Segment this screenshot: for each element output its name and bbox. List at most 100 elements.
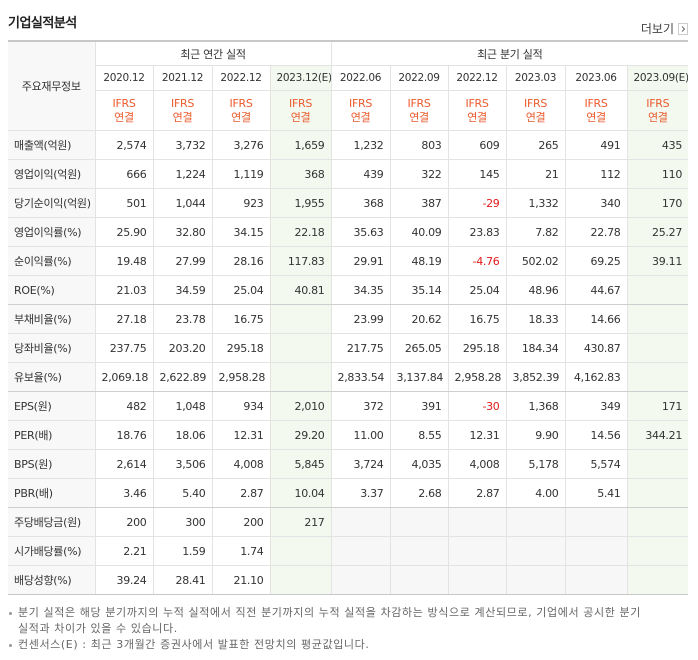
data-row: ROE(%) 21.03 34.59 25.04 40.81 34.35 35.14 25.0… [8, 275, 689, 305]
value-cell: 372 [330, 391, 391, 421]
row-label: 주당배당금(원) [8, 507, 96, 537]
value-cell: 27.99 [152, 246, 213, 276]
period-header: 2023.12(E) [269, 65, 332, 91]
footnote: 분기 실적은 해당 분기까지의 누적 실적에서 직전 분기까지의 누적 실적을 … [8, 605, 648, 637]
standard: IFRS [407, 96, 431, 110]
value-cell: 387 [389, 188, 449, 218]
value-cell: 368 [269, 159, 332, 189]
value-cell: 23.83 [447, 217, 507, 247]
empty-cell [269, 362, 332, 392]
value-cell: 439 [330, 159, 391, 189]
value-cell: 934 [211, 391, 271, 421]
empty-cell [626, 362, 689, 392]
row-label: BPS(원) [8, 449, 96, 479]
basis: 연결 [290, 110, 311, 124]
value-cell: 29.20 [269, 420, 332, 450]
more-text[interactable]: 더보기 [640, 22, 674, 36]
standard: IFRS [229, 96, 253, 110]
value-cell: 5.41 [564, 478, 628, 508]
data-row: BPS(원) 2,614 3,506 4,008 5,845 3,724 4,035 4,00… [8, 449, 689, 479]
value-cell: 25.90 [94, 217, 154, 247]
value-cell: 368 [330, 188, 391, 218]
empty-cell [269, 565, 332, 595]
empty-cell [505, 507, 566, 537]
basis: 연결 [409, 110, 429, 124]
value-cell: 501 [94, 188, 154, 218]
standard: IFRS [171, 96, 194, 110]
period-header: 2020.12 [95, 65, 154, 91]
standard-header: IFRS 연결 [95, 90, 154, 131]
value-cell: 4,008 [211, 449, 271, 479]
more-link[interactable]: 더보기 [641, 20, 688, 37]
row-label: 부채비율(%) [8, 304, 96, 334]
value-cell: 1,955 [269, 188, 332, 218]
data-row: 배당성향(%) 39.24 28.41 21.10 [8, 565, 689, 595]
value-cell: 2,622.89 [152, 362, 213, 392]
value-cell: 28.41 [152, 565, 213, 595]
section-title: 기업실적분석 [8, 16, 77, 31]
row-label: 유보율(%) [8, 362, 96, 392]
basis: 연결 [586, 110, 606, 124]
value-cell: 18.33 [505, 304, 566, 334]
value-cell: 1.74 [211, 536, 271, 566]
value-cell: 40.81 [269, 275, 332, 305]
empty-cell [626, 565, 689, 595]
value-cell: 2,614 [94, 449, 154, 479]
value-cell: 4,035 [389, 449, 449, 479]
value-cell: 39.11 [626, 246, 689, 276]
value-cell: 1,119 [211, 159, 271, 189]
value-cell: 3,506 [152, 449, 213, 479]
value-cell: 7.82 [505, 217, 566, 247]
value-cell: 295.18 [447, 333, 507, 363]
value-cell: 435 [626, 130, 689, 160]
value-cell: 1,332 [505, 188, 566, 218]
basis: 연결 [172, 110, 193, 124]
row-label: 영업이익률(%) [8, 217, 96, 247]
empty-cell [626, 304, 689, 334]
value-cell: 2.68 [389, 478, 449, 508]
value-cell: 184.34 [505, 333, 566, 363]
value-cell: 44.67 [564, 275, 628, 305]
data-row: 주당배당금(원) 200 300 200 217 [8, 507, 689, 537]
empty-cell [505, 536, 566, 566]
value-cell: 1,368 [505, 391, 566, 421]
value-cell: 482 [94, 391, 154, 421]
value-cell: 803 [389, 130, 449, 160]
value-cell: 20.62 [389, 304, 449, 334]
empty-cell [269, 536, 332, 566]
data-row: 당기순이익(억원) 501 1,044 923 1,955 368 387 -29 1,332 3… [8, 188, 689, 218]
row-label: 순이익률(%) [8, 246, 96, 276]
value-cell: 491 [564, 130, 628, 160]
value-cell: 3,852.39 [505, 362, 566, 392]
value-cell: 2,833.54 [330, 362, 391, 392]
value-cell: 171 [626, 391, 689, 421]
value-cell: 9.90 [505, 420, 566, 450]
footnotes: 분기 실적은 해당 분기까지의 누적 실적에서 직전 분기까지의 누적 실적을 … [8, 605, 648, 653]
value-cell: 4,008 [447, 449, 507, 479]
value-cell: 2,069.18 [94, 362, 154, 392]
data-row: PER(배) 18.76 18.06 12.31 29.20 11.00 8.55 12.31… [8, 420, 689, 450]
standard-header: IFRS 연결 [211, 90, 271, 131]
value-cell: 34.59 [152, 275, 213, 305]
data-row: PBR(배) 3.46 5.40 2.87 10.04 3.37 2.68 2.87 4.00 5… [8, 478, 689, 508]
value-cell: 1,232 [330, 130, 391, 160]
value-cell: 23.99 [330, 304, 391, 334]
standard-header: IFRS 연결 [564, 90, 628, 131]
empty-cell [389, 565, 449, 595]
basis: 연결 [231, 110, 251, 124]
value-cell: 14.66 [564, 304, 628, 334]
row-label: 매출액(억원) [8, 130, 96, 160]
standard: IFRS [465, 96, 489, 110]
value-cell: 5,178 [505, 449, 566, 479]
value-cell: 200 [94, 507, 154, 537]
standard: IFRS [584, 96, 608, 110]
empty-cell [330, 507, 391, 537]
header-row: IFRS 연결 IFRS 연결 IFRS 연결 IFRS 연결 IFRS 연결 IFRS 연결 IFRS… [8, 90, 689, 131]
value-cell: 1,224 [152, 159, 213, 189]
data-row: EPS(원) 482 1,048 934 2,010 372 391 -30 1,368 349 1… [8, 391, 689, 421]
value-cell: 5.40 [152, 478, 213, 508]
data-row: 영업이익률(%) 25.90 32.80 34.15 22.18 35.63 40.09 23… [8, 217, 689, 247]
value-cell: 145 [447, 159, 507, 189]
more-arrow[interactable] [678, 22, 688, 35]
